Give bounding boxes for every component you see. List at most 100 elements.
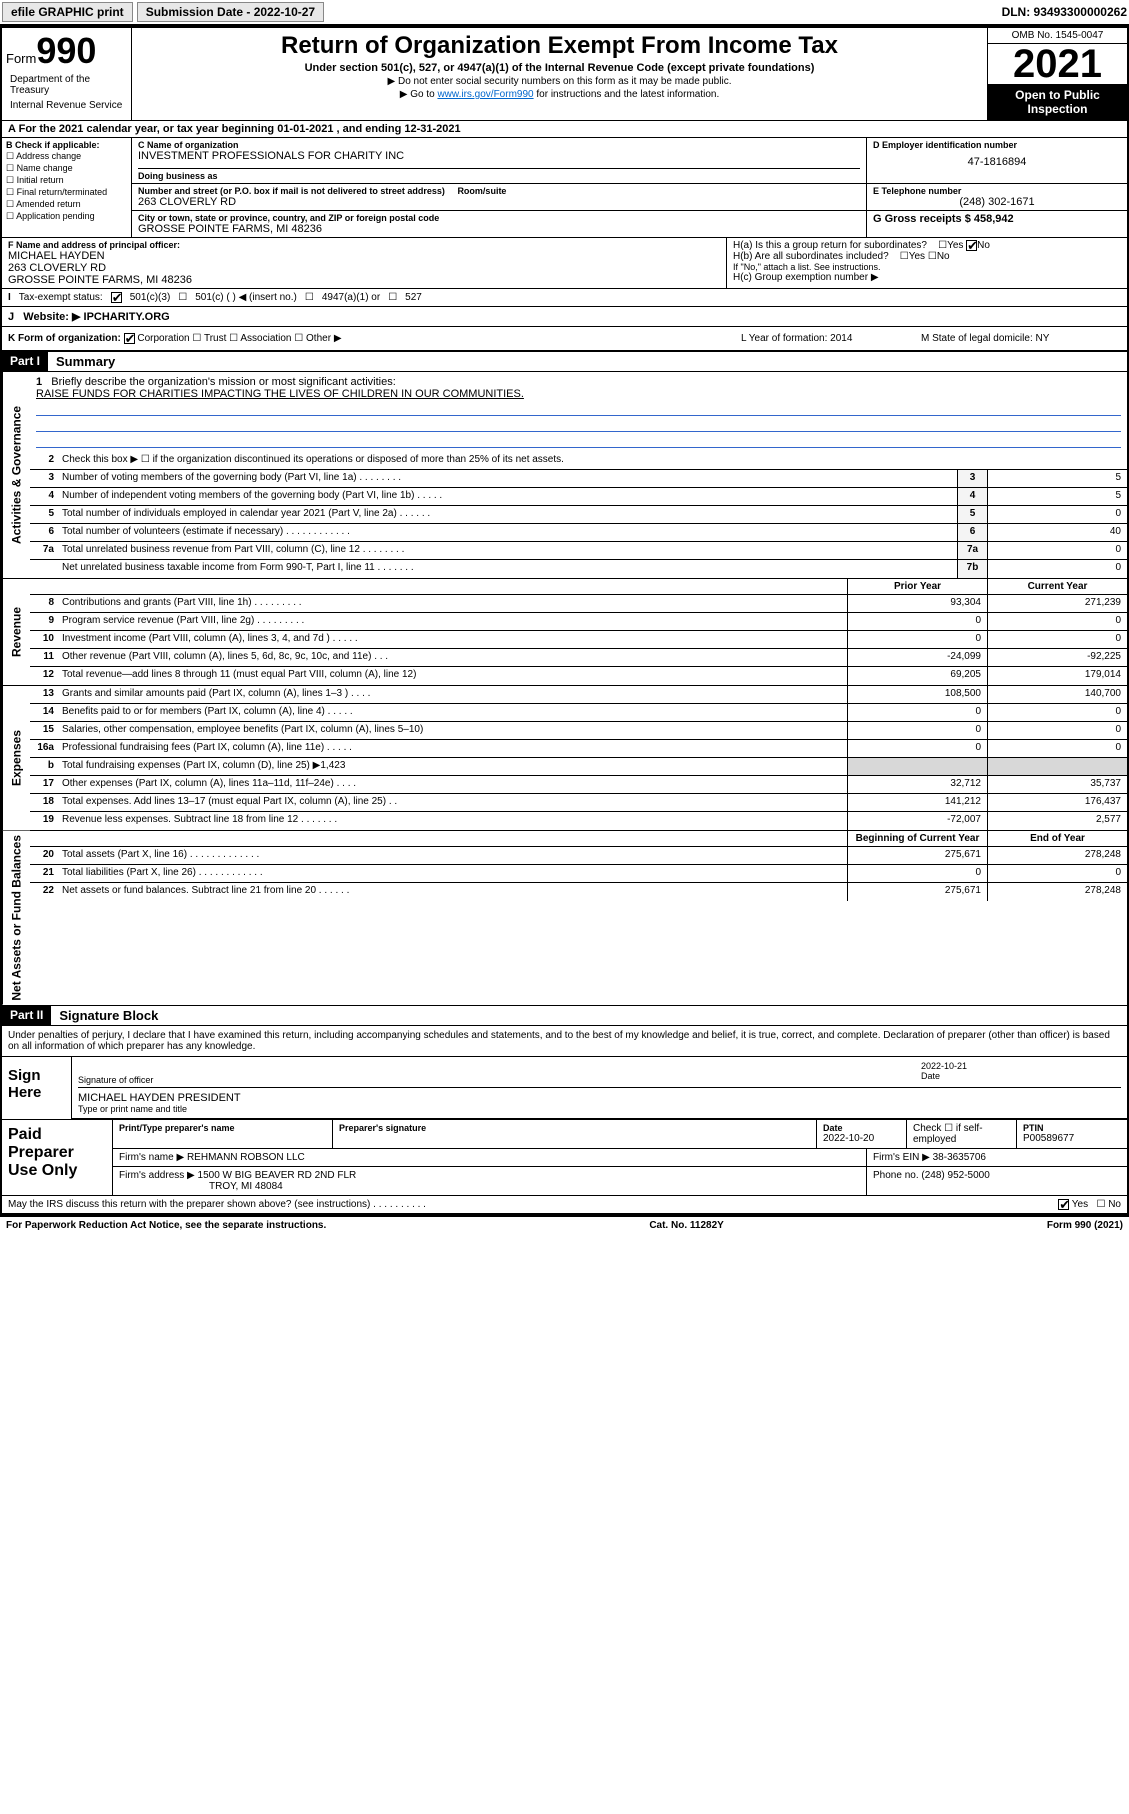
- tax-year-row: A For the 2021 calendar year, or tax yea…: [2, 121, 1127, 138]
- section-f-h: F Name and address of principal officer:…: [2, 238, 1127, 289]
- dln-label: DLN: 93493300000262: [1002, 5, 1127, 19]
- table-row: 12 Total revenue—add lines 8 through 11 …: [30, 667, 1127, 685]
- table-row: 14 Benefits paid to or for members (Part…: [30, 704, 1127, 722]
- h-a: H(a) Is this a group return for subordin…: [733, 240, 1121, 251]
- table-row: 3 Number of voting members of the govern…: [30, 470, 1127, 488]
- discuss-yes-check[interactable]: [1058, 1199, 1069, 1210]
- table-row: 19 Revenue less expenses. Subtract line …: [30, 812, 1127, 830]
- efile-button[interactable]: efile GRAPHIC print: [2, 2, 133, 22]
- table-row: 13 Grants and similar amounts paid (Part…: [30, 686, 1127, 704]
- officer-addr1: 263 CLOVERLY RD: [8, 262, 720, 274]
- table-row: Net unrelated business taxable income fr…: [30, 560, 1127, 578]
- table-row: 7a Total unrelated business revenue from…: [30, 542, 1127, 560]
- phone-value: (248) 302-1671: [873, 196, 1121, 208]
- instructions-link[interactable]: www.irs.gov/Form990: [437, 89, 533, 100]
- section-b-checkboxes: B Check if applicable: ☐ Address change …: [2, 138, 132, 237]
- sign-here-label: Sign Here: [2, 1057, 72, 1119]
- h-c: H(c) Group exemption number ▶: [733, 272, 1121, 283]
- end-year-hdr: End of Year: [987, 831, 1127, 846]
- table-row: 17 Other expenses (Part IX, column (A), …: [30, 776, 1127, 794]
- ein-value: 47-1816894: [873, 156, 1121, 168]
- line2: Check this box ▶ ☐ if the organization d…: [58, 452, 1127, 469]
- cb-amended-return[interactable]: ☐ Amended return: [6, 199, 127, 210]
- paid-preparer-label: Paid Preparer Use Only: [2, 1120, 112, 1195]
- table-row: 10 Investment income (Part VIII, column …: [30, 631, 1127, 649]
- phone-label: E Telephone number: [873, 186, 1121, 196]
- form-subtitle: Under section 501(c), 527, or 4947(a)(1)…: [136, 62, 983, 74]
- cb-name-change[interactable]: ☐ Name change: [6, 163, 127, 174]
- prior-year-hdr: Prior Year: [847, 579, 987, 594]
- cb-application-pending[interactable]: ☐ Application pending: [6, 211, 127, 222]
- ha-no-check[interactable]: [966, 240, 977, 251]
- sig-name-label: Type or print name and title: [78, 1104, 1121, 1114]
- table-row: 5 Total number of individuals employed i…: [30, 506, 1127, 524]
- state-domicile: M State of legal domicile: NY: [921, 333, 1121, 344]
- gross-receipts: G Gross receipts $ 458,942: [867, 211, 1127, 237]
- org-name-label: C Name of organization: [138, 140, 860, 150]
- section-k: K Form of organization: Corporation ☐ Tr…: [2, 327, 1127, 352]
- form-990-container: Form990 Department of the Treasury Inter…: [0, 26, 1129, 1215]
- sig-date-val: 2022-10-21: [921, 1061, 1121, 1071]
- discuss-row: May the IRS discuss this return with the…: [2, 1195, 1127, 1213]
- page-footer: For Paperwork Reduction Act Notice, see …: [0, 1215, 1129, 1234]
- form-header: Form990 Department of the Treasury Inter…: [2, 28, 1127, 121]
- rev-side-label: Revenue: [2, 579, 30, 685]
- table-row: b Total fundraising expenses (Part IX, c…: [30, 758, 1127, 776]
- net-side-label: Net Assets or Fund Balances: [2, 831, 30, 1005]
- tax-year: 2021: [988, 44, 1127, 84]
- table-row: 9 Program service revenue (Part VIII, li…: [30, 613, 1127, 631]
- sig-date-label: Date: [921, 1071, 940, 1081]
- h-b: H(b) Are all subordinates included? ☐Yes…: [733, 251, 1121, 262]
- officer-addr2: GROSSE POINTE FARMS, MI 48236: [8, 274, 720, 286]
- table-row: 8 Contributions and grants (Part VIII, l…: [30, 595, 1127, 613]
- corp-check[interactable]: [124, 333, 135, 344]
- table-row: 11 Other revenue (Part VIII, column (A),…: [30, 649, 1127, 667]
- revenue-section: Revenue Prior YearCurrent Year 8 Contrib…: [2, 579, 1127, 686]
- table-row: 21 Total liabilities (Part X, line 26) .…: [30, 865, 1127, 883]
- top-bar: efile GRAPHIC print Submission Date - 20…: [0, 0, 1129, 26]
- ssn-note: ▶ Do not enter social security numbers o…: [136, 76, 983, 87]
- table-row: 20 Total assets (Part X, line 16) . . . …: [30, 847, 1127, 865]
- table-row: 18 Total expenses. Add lines 13–17 (must…: [30, 794, 1127, 812]
- part1-header: Part I Summary: [2, 352, 1127, 372]
- submission-date-button[interactable]: Submission Date - 2022-10-27: [137, 2, 324, 22]
- beg-year-hdr: Beginning of Current Year: [847, 831, 987, 846]
- net-assets-section: Net Assets or Fund Balances Beginning of…: [2, 831, 1127, 1006]
- expenses-section: Expenses 13 Grants and similar amounts p…: [2, 686, 1127, 831]
- dept-label: Department of the Treasury: [6, 72, 127, 98]
- officer-name: MICHAEL HAYDEN: [8, 250, 720, 262]
- sign-here-row: Sign Here Signature of officer 2022-10-2…: [2, 1057, 1127, 1119]
- officer-label: F Name and address of principal officer:: [8, 240, 720, 250]
- irs-label: Internal Revenue Service: [6, 98, 127, 113]
- section-b-through-g: B Check if applicable: ☐ Address change …: [2, 138, 1127, 238]
- year-formation: L Year of formation: 2014: [741, 333, 921, 344]
- cat-no: Cat. No. 11282Y: [649, 1220, 723, 1231]
- org-name: INVESTMENT PROFESSIONALS FOR CHARITY INC: [138, 150, 860, 162]
- public-inspection-badge: Open to Public Inspection: [988, 84, 1127, 120]
- exp-side-label: Expenses: [2, 686, 30, 830]
- form-ref: Form 990 (2021): [1047, 1220, 1123, 1231]
- cb-initial-return[interactable]: ☐ Initial return: [6, 175, 127, 186]
- sig-name: MICHAEL HAYDEN PRESIDENT: [78, 1092, 1121, 1104]
- addr-label: Number and street (or P.O. box if mail i…: [138, 186, 860, 196]
- paperwork-notice: For Paperwork Reduction Act Notice, see …: [6, 1220, 326, 1231]
- signature-declaration: Under penalties of perjury, I declare th…: [2, 1026, 1127, 1057]
- 501c3-check[interactable]: [111, 292, 122, 303]
- cb-address-change[interactable]: ☐ Address change: [6, 151, 127, 162]
- form-title: Return of Organization Exempt From Incom…: [136, 32, 983, 60]
- curr-year-hdr: Current Year: [987, 579, 1127, 594]
- section-i: I Tax-exempt status: 501(c)(3) ☐ 501(c) …: [2, 289, 1127, 307]
- table-row: 16a Professional fundraising fees (Part …: [30, 740, 1127, 758]
- table-row: 15 Salaries, other compensation, employe…: [30, 722, 1127, 740]
- mission-label: Briefly describe the organization's miss…: [51, 376, 395, 388]
- h-b-note: If "No," attach a list. See instructions…: [733, 262, 1121, 272]
- table-row: 22 Net assets or fund balances. Subtract…: [30, 883, 1127, 901]
- addr-value: 263 CLOVERLY RD: [138, 196, 860, 208]
- form-number: Form990: [6, 30, 127, 72]
- table-row: 6 Total number of volunteers (estimate i…: [30, 524, 1127, 542]
- sig-officer-label: Signature of officer: [78, 1075, 153, 1085]
- mission-text: RAISE FUNDS FOR CHARITIES IMPACTING THE …: [36, 388, 1121, 400]
- section-j: J Website: ▶ IPCHARITY.ORG: [2, 307, 1127, 327]
- cb-final-return[interactable]: ☐ Final return/terminated: [6, 187, 127, 198]
- ein-label: D Employer identification number: [873, 140, 1121, 150]
